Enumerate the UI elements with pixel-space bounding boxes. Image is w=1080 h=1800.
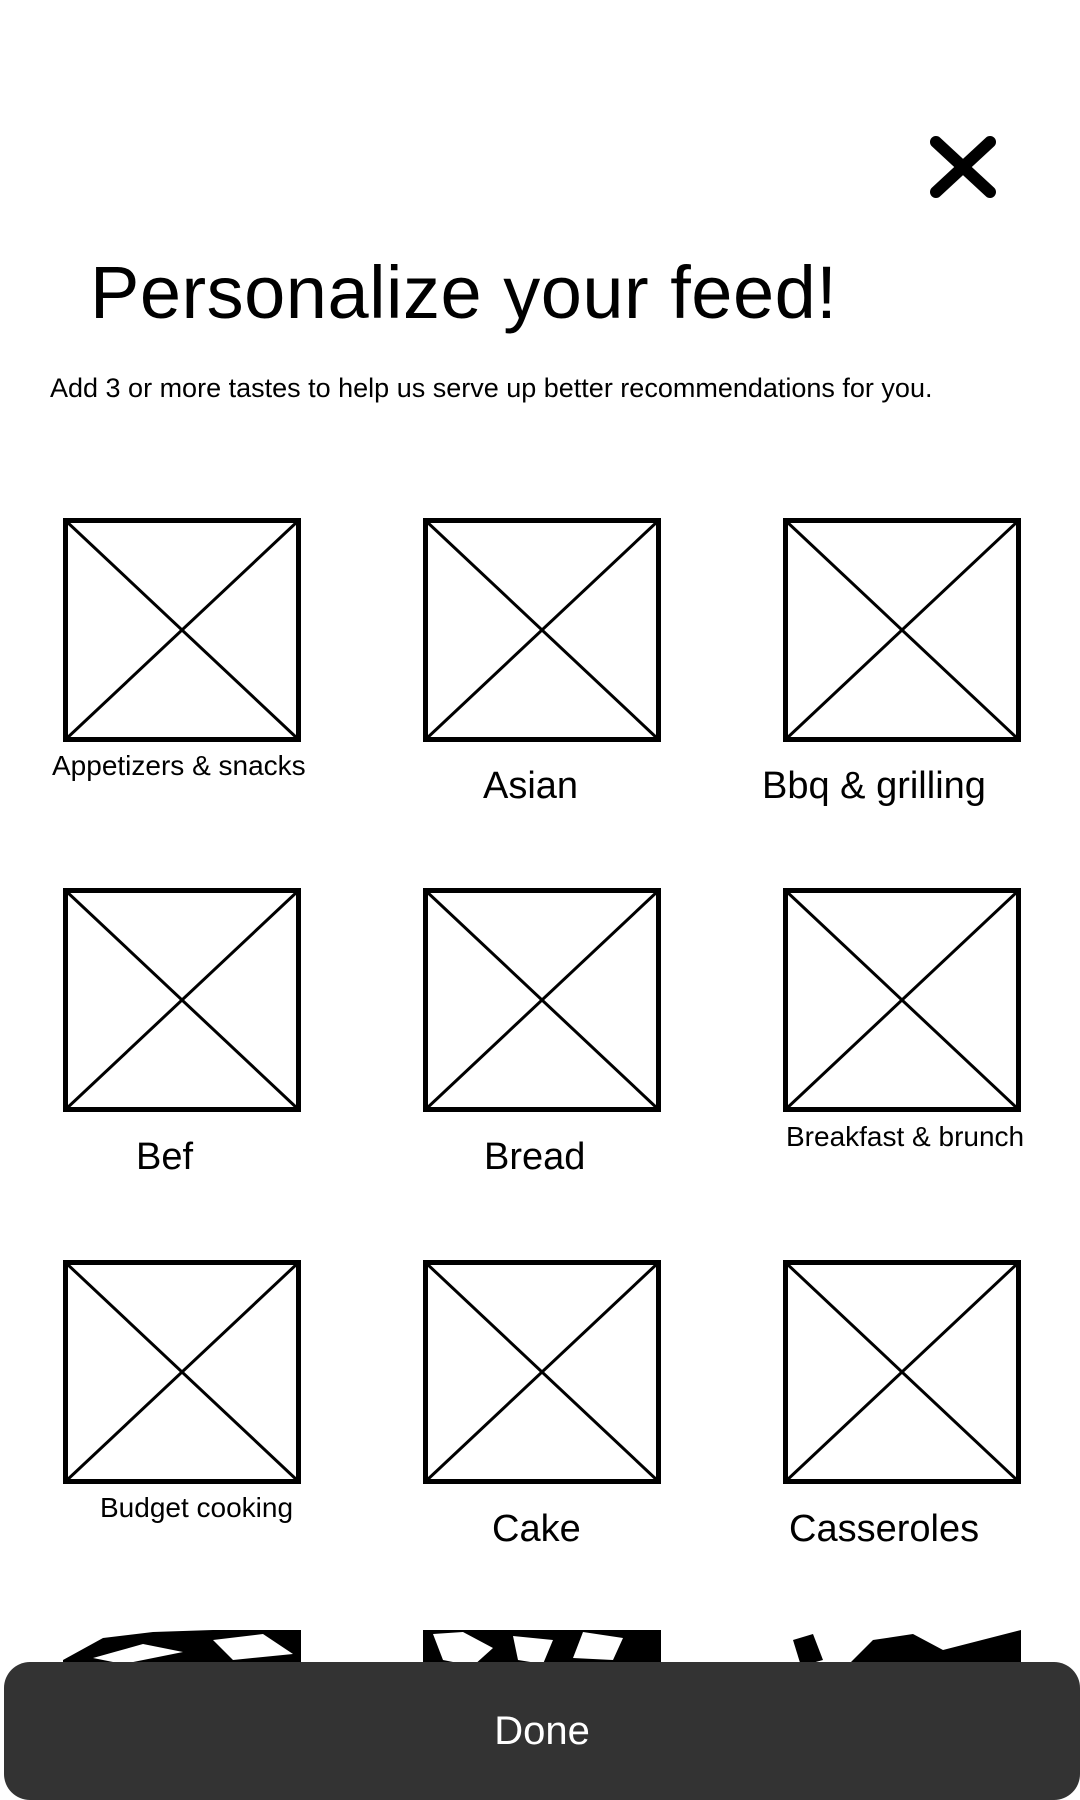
done-button[interactable]: Done xyxy=(4,1662,1080,1800)
taste-label-asian[interactable]: Asian xyxy=(483,765,579,807)
page-title: Personalize your feed! xyxy=(90,251,838,334)
taste-tile-breakfast-brunch[interactable] xyxy=(783,888,1021,1112)
taste-tile-budget-cooking[interactable] xyxy=(63,1260,301,1484)
partial-food-photo[interactable] xyxy=(63,1630,301,1670)
image-placeholder-icon xyxy=(423,518,661,742)
image-placeholder-icon xyxy=(63,518,301,742)
taste-tile-cake[interactable] xyxy=(423,1260,661,1484)
image-placeholder-icon xyxy=(783,518,1021,742)
taste-tile-bbq-grilling[interactable] xyxy=(783,518,1021,742)
taste-tile-bread[interactable] xyxy=(423,888,661,1112)
image-placeholder-icon xyxy=(423,888,661,1112)
taste-label-budget-cooking[interactable]: Budget cooking xyxy=(100,1492,294,1523)
close-x-icon xyxy=(930,136,996,198)
taste-label-appetizers-snacks[interactable]: Appetizers & snacks xyxy=(52,750,306,781)
food-photo-thumbnail xyxy=(63,1630,301,1670)
image-placeholder-icon xyxy=(63,1260,301,1484)
taste-label-bread[interactable]: Bread xyxy=(484,1136,586,1178)
taste-label-breakfast-brunch[interactable]: Breakfast & brunch xyxy=(786,1121,1025,1152)
close-button[interactable] xyxy=(928,134,998,200)
taste-tile-bef[interactable] xyxy=(63,888,301,1112)
taste-label-bef[interactable]: Bef xyxy=(136,1136,194,1178)
page-subtitle: Add 3 or more tastes to help us serve up… xyxy=(50,373,933,403)
taste-label-bbq-grilling[interactable]: Bbq & grilling xyxy=(762,765,986,807)
taste-tile-casseroles[interactable] xyxy=(783,1260,1021,1484)
image-placeholder-icon xyxy=(783,888,1021,1112)
image-placeholder-icon xyxy=(63,888,301,1112)
taste-tile-appetizers-snacks[interactable] xyxy=(63,518,301,742)
taste-label-cake[interactable]: Cake xyxy=(492,1508,581,1550)
taste-label-casseroles[interactable]: Casseroles xyxy=(789,1508,980,1550)
image-placeholder-icon xyxy=(423,1260,661,1484)
image-placeholder-icon xyxy=(783,1260,1021,1484)
taste-tile-asian[interactable] xyxy=(423,518,661,742)
